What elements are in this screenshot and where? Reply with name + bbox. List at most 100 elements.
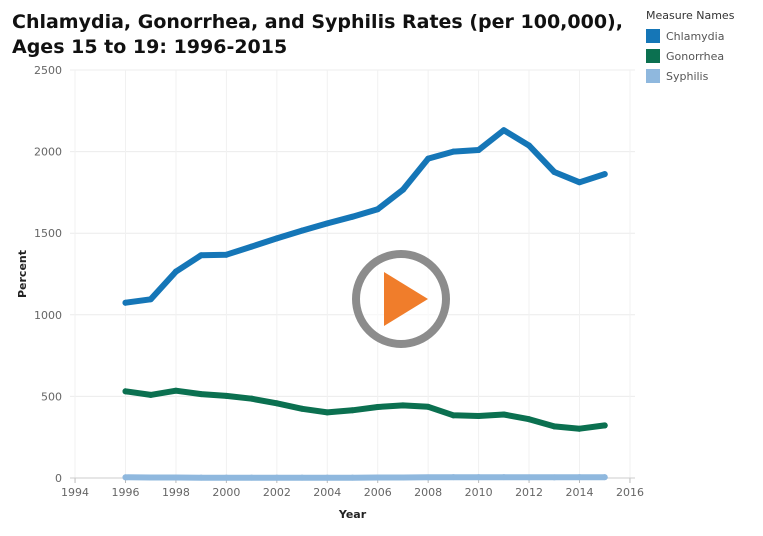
data-point-syphilis-2002 — [273, 474, 280, 481]
data-point-gonorrhea-2004 — [324, 409, 331, 416]
data-point-syphilis-2003 — [299, 474, 306, 481]
data-point-chlamydia-1997 — [147, 296, 154, 303]
legend-title: Measure Names — [646, 9, 735, 22]
data-point-gonorrhea-1997 — [147, 391, 154, 398]
x-tick-label-2008: 2008 — [414, 486, 442, 499]
data-point-syphilis-2010 — [475, 474, 482, 481]
data-point-gonorrhea-2000 — [223, 392, 230, 399]
x-tick-label-2000: 2000 — [212, 486, 240, 499]
y-tick-label-2000: 2000 — [34, 146, 62, 159]
data-point-syphilis-2004 — [324, 474, 331, 481]
data-point-gonorrhea-2009 — [450, 412, 457, 419]
chart-title-line-2: Ages 15 to 19: 1996-2015 — [12, 36, 288, 58]
data-point-gonorrhea-2011 — [500, 411, 507, 418]
data-point-syphilis-1999 — [198, 474, 205, 481]
y-axis-ticks: 0 500 1000 1500 2000 2500 — [34, 64, 62, 485]
y-tick-label-1500: 1500 — [34, 227, 62, 240]
data-point-syphilis-1998 — [172, 474, 179, 481]
y-tick-label-2500: 2500 — [34, 64, 62, 77]
data-point-chlamydia-2003 — [299, 227, 306, 234]
legend-label-gonorrhea: Gonorrhea — [666, 49, 725, 63]
data-point-chlamydia-1998 — [172, 268, 179, 275]
data-point-syphilis-2011 — [500, 474, 507, 481]
series-line-chlamydia — [122, 127, 608, 306]
x-tick-label-2014: 2014 — [566, 486, 594, 499]
y-tick-label-500: 500 — [41, 390, 62, 403]
data-point-chlamydia-2005 — [349, 213, 356, 220]
data-point-chlamydia-2013 — [551, 169, 558, 175]
x-tick-label-1996: 1996 — [111, 486, 139, 499]
data-point-chlamydia-2009 — [450, 148, 457, 155]
data-point-syphilis-2005 — [349, 474, 356, 481]
data-point-chlamydia-2006 — [374, 206, 381, 213]
x-axis-title: Year — [338, 508, 367, 521]
x-tick-label-2002: 2002 — [263, 486, 291, 499]
data-point-chlamydia-2015 — [601, 171, 608, 178]
data-point-chlamydia-2004 — [324, 220, 331, 227]
data-point-chlamydia-2002 — [273, 235, 280, 242]
data-point-syphilis-2001 — [248, 474, 255, 481]
legend-item-syphilis[interactable]: Syphilis — [646, 66, 761, 86]
data-point-syphilis-2009 — [450, 474, 457, 481]
x-tick-label-2006: 2006 — [364, 486, 392, 499]
data-point-chlamydia-1999 — [198, 252, 205, 259]
series-line-syphilis — [122, 474, 608, 481]
data-point-syphilis-2013 — [551, 474, 558, 481]
data-point-chlamydia-2010 — [475, 146, 482, 153]
data-point-gonorrhea-2008 — [425, 403, 432, 410]
data-point-gonorrhea-2014 — [576, 425, 583, 432]
data-point-chlamydia-2007 — [399, 186, 406, 193]
data-point-gonorrhea-1996 — [122, 388, 129, 395]
chart-title-line-1: Chlamydia, Gonorrhea, and Syphilis Rates… — [12, 11, 623, 33]
y-tick-label-0: 0 — [55, 472, 62, 485]
data-point-gonorrhea-2012 — [526, 416, 533, 423]
data-point-chlamydia-2008 — [425, 155, 432, 162]
x-tick-label-2016: 2016 — [616, 486, 644, 499]
legend: Measure Names Chlamydia Gonorrhea Syphil… — [646, 9, 761, 86]
data-point-syphilis-2008 — [425, 474, 432, 481]
data-point-syphilis-1996 — [122, 474, 129, 481]
data-point-chlamydia-1996 — [122, 299, 129, 306]
data-point-gonorrhea-1999 — [198, 391, 205, 398]
y-axis-title: Percent — [16, 250, 29, 298]
data-point-syphilis-2007 — [399, 474, 406, 481]
data-point-gonorrhea-2003 — [299, 405, 306, 412]
data-point-syphilis-2012 — [526, 474, 533, 481]
x-tick-label-2004: 2004 — [313, 486, 341, 499]
data-point-gonorrhea-2006 — [374, 404, 381, 411]
x-tick-label-2012: 2012 — [515, 486, 543, 499]
data-point-chlamydia-2000 — [223, 251, 230, 258]
play-button[interactable] — [352, 250, 450, 348]
data-point-gonorrhea-1998 — [172, 387, 179, 394]
data-point-gonorrhea-2007 — [399, 402, 406, 409]
data-point-syphilis-2014 — [576, 474, 583, 481]
x-tick-label-1994: 1994 — [61, 486, 89, 499]
series-lines — [122, 127, 608, 481]
legend-item-chlamydia[interactable]: Chlamydia — [646, 26, 761, 46]
data-point-syphilis-2015 — [601, 474, 608, 481]
legend-swatch-chlamydia — [646, 29, 660, 43]
data-point-gonorrhea-2013 — [551, 423, 558, 430]
data-point-chlamydia-2001 — [248, 243, 255, 250]
data-point-gonorrhea-2002 — [273, 400, 280, 407]
data-point-gonorrhea-2010 — [475, 412, 482, 419]
data-point-chlamydia-2014 — [576, 179, 583, 186]
x-axis-ticks: 1994 1996 1998 2000 2002 2004 2006 2008 2010 2012… — [61, 477, 644, 499]
data-point-gonorrhea-2001 — [248, 395, 255, 402]
data-point-syphilis-2000 — [223, 474, 230, 481]
gridlines — [70, 69, 635, 479]
data-point-chlamydia-2012 — [526, 142, 533, 149]
x-tick-label-1998: 1998 — [162, 486, 190, 499]
series-line-gonorrhea — [122, 387, 608, 432]
chart-title: Chlamydia, Gonorrhea, and Syphilis Rates… — [12, 10, 642, 60]
legend-swatch-syphilis — [646, 69, 660, 83]
data-point-gonorrhea-2005 — [349, 407, 356, 414]
legend-label-chlamydia: Chlamydia — [666, 29, 725, 43]
play-icon — [384, 272, 428, 326]
legend-item-gonorrhea[interactable]: Gonorrhea — [646, 46, 761, 66]
data-point-gonorrhea-2015 — [601, 422, 608, 429]
legend-swatch-gonorrhea — [646, 49, 660, 63]
y-tick-label-1000: 1000 — [34, 309, 62, 322]
data-point-syphilis-1997 — [147, 474, 154, 481]
